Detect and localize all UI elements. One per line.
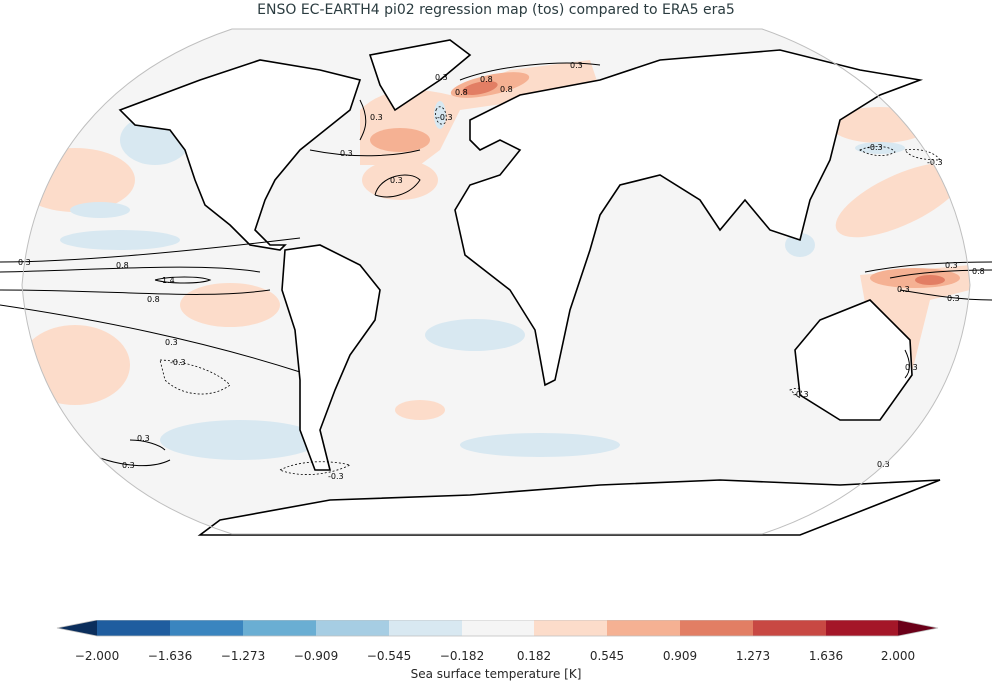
greenland: [368, 39, 472, 112]
colorbar-tick: 0.545: [589, 649, 625, 663]
svg-text:0.3: 0.3: [137, 434, 150, 443]
colorbar-tick: −1.636: [147, 649, 193, 663]
svg-text:1.4: 1.4: [162, 276, 175, 285]
contour-labels: 0.3 0.8 1.4 0.8 0.3 -0.3 0.3 0.3 -0.3 0.…: [18, 61, 985, 481]
colorbar-tick: −0.545: [366, 649, 412, 663]
strong-positive-regions: [462, 81, 945, 285]
colorbar-under-arrow: [57, 620, 97, 636]
colorbar-tick: −0.909: [293, 649, 339, 663]
svg-text:0.8: 0.8: [116, 261, 129, 270]
svg-text:0.8: 0.8: [147, 295, 160, 304]
colorbar-tick: 0.182: [516, 649, 552, 663]
colorbar-label: Sea surface temperature [K]: [410, 667, 582, 681]
svg-text:0.3: 0.3: [122, 461, 135, 470]
colorbar-tick: 1.636: [808, 649, 844, 663]
svg-text:0.8: 0.8: [455, 88, 468, 97]
svg-text:0.3: 0.3: [340, 149, 353, 158]
svg-text:0.3: 0.3: [570, 61, 583, 70]
map-border: [21, 28, 971, 535]
svg-text:0.3: 0.3: [390, 176, 403, 185]
colorbar-over-arrow: [898, 620, 938, 636]
svg-text:-0.3: -0.3: [170, 358, 186, 367]
svg-text:0.3: 0.3: [877, 460, 890, 469]
negative-contours: [159, 106, 941, 475]
svg-text:-0.3: -0.3: [927, 158, 943, 167]
contour-lines: [0, 62, 992, 467]
colorbar: [56, 620, 939, 637]
south-america: [281, 244, 381, 471]
colorbar-tick: 2.000: [880, 649, 916, 663]
svg-text:-0.3: -0.3: [437, 113, 453, 122]
svg-text:0.8: 0.8: [972, 267, 985, 276]
continents: [118, 39, 941, 536]
svg-text:0.3: 0.3: [435, 73, 448, 82]
colorbar-tick: 1.273: [735, 649, 771, 663]
antarctica: [197, 479, 941, 536]
colorbar-tick: −1.273: [220, 649, 266, 663]
svg-text:0.3: 0.3: [370, 113, 383, 122]
svg-text:-0.3: -0.3: [867, 143, 883, 152]
svg-text:0.3: 0.3: [905, 363, 918, 372]
svg-text:-0.3: -0.3: [793, 390, 809, 399]
svg-text:0.8: 0.8: [500, 85, 513, 94]
world-map: 0.3 0.8 1.4 0.8 0.3 -0.3 0.3 0.3 -0.3 0.…: [0, 28, 992, 536]
eurasia-africa: [454, 49, 924, 387]
svg-text:0.3: 0.3: [945, 261, 958, 270]
svg-text:0.3: 0.3: [947, 294, 960, 303]
svg-text:-0.3: -0.3: [328, 472, 344, 481]
chart-title: ENSO EC-EARTH4 pi02 regression map (tos)…: [257, 2, 735, 18]
svg-text:0.3: 0.3: [165, 338, 178, 347]
colorbar-tick: 0.909: [662, 649, 698, 663]
australia: [794, 299, 913, 421]
svg-text:0.3: 0.3: [897, 285, 910, 294]
svg-text:0.8: 0.8: [480, 75, 493, 84]
north-america: [118, 59, 362, 251]
colorbar-tick: −0.182: [439, 649, 485, 663]
colorbar-tick: −2.000: [74, 649, 120, 663]
